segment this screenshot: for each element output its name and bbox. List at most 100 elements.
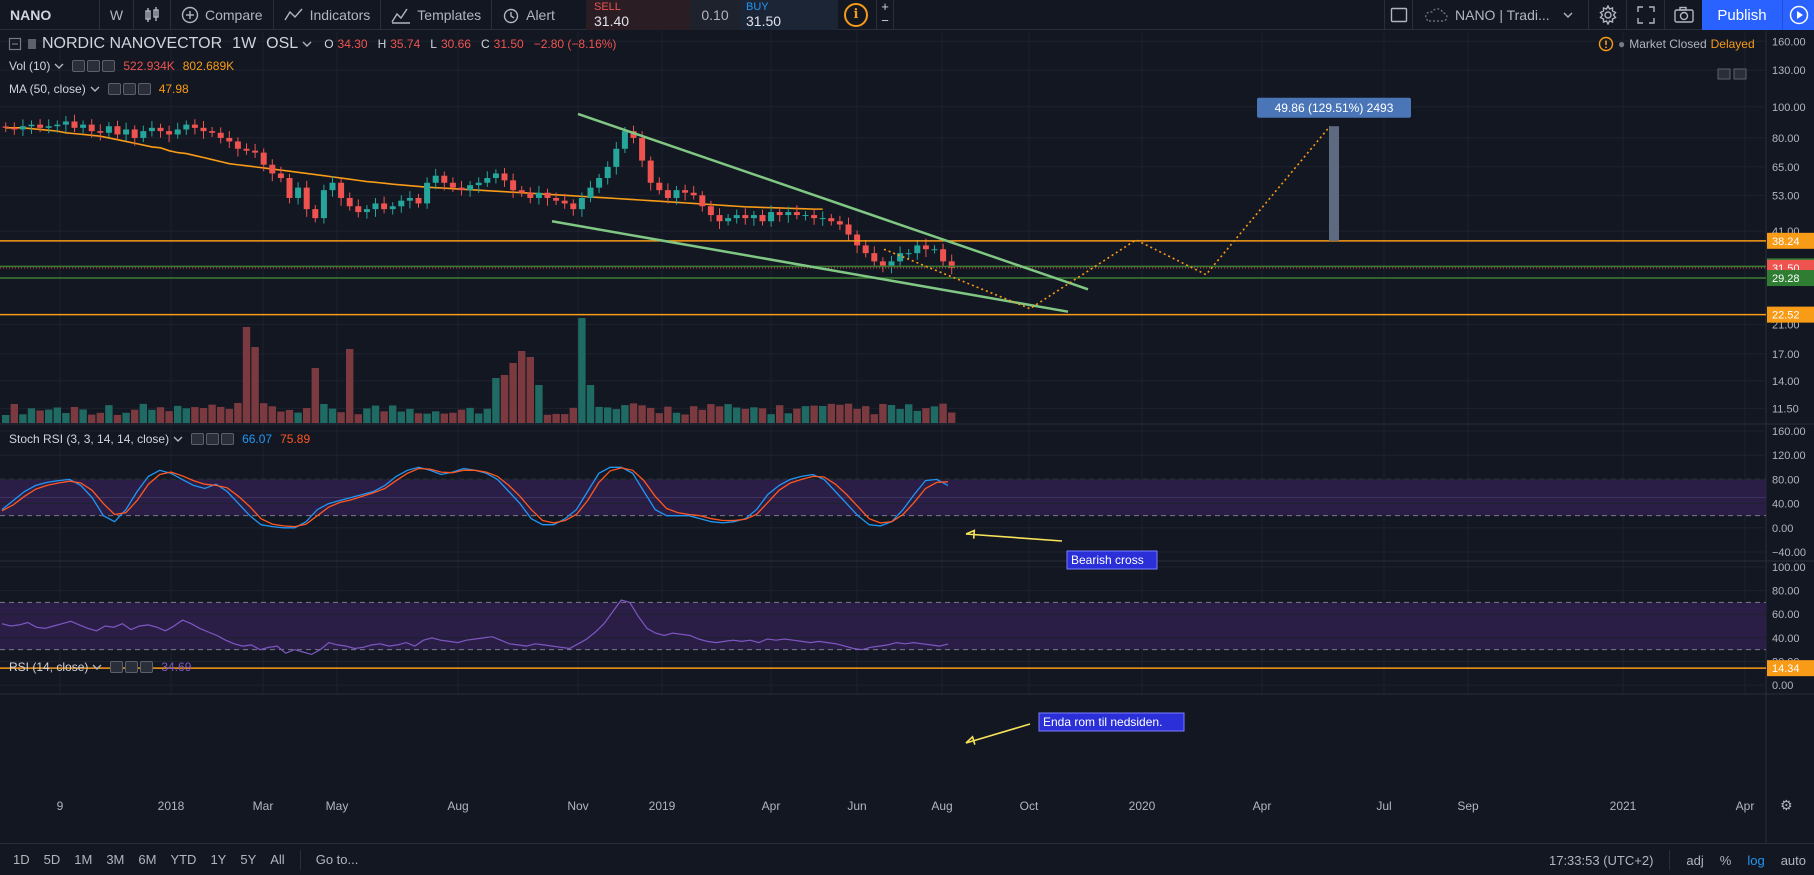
log-toggle[interactable]: log (1747, 852, 1765, 868)
range-3m[interactable]: 3M (106, 852, 125, 867)
close-icon[interactable] (137, 83, 151, 95)
price-tick-label: 53.00 (1772, 190, 1800, 202)
rsi-legend-buttons[interactable] (110, 661, 154, 673)
volume-bar (285, 409, 294, 423)
layout-select[interactable]: NANO | Tradi... (1412, 0, 1588, 30)
quantity-stepper[interactable]: + − (876, 0, 894, 30)
stoch-tick-label: 80.00 (1772, 474, 1800, 486)
stoch-legend-buttons[interactable] (191, 433, 235, 445)
candle-body (879, 261, 886, 266)
fullscreen-button[interactable] (1626, 0, 1664, 30)
candle-body (432, 175, 439, 183)
volume-bar (260, 403, 268, 423)
replay-button[interactable] (1782, 0, 1814, 30)
candle-body (381, 203, 388, 210)
range-all[interactable]: All (270, 852, 285, 867)
gear-icon[interactable] (87, 60, 101, 72)
candle-body (123, 129, 130, 135)
range-1d[interactable]: 1D (13, 852, 30, 867)
enda-label: Enda rom til nedsiden. (1043, 715, 1162, 729)
market-status[interactable]: ● Market Closed Delayed (1598, 36, 1755, 52)
range-1y[interactable]: 1Y (210, 852, 227, 867)
candle-body (295, 187, 302, 198)
chart-type-button[interactable] (134, 0, 171, 30)
volume-bar (939, 403, 947, 423)
candle-body (630, 131, 637, 138)
chevron-down-icon[interactable] (173, 435, 183, 443)
candle-body (716, 215, 723, 222)
rsi-legend[interactable]: RSI (14, close) 34.69 (9, 660, 191, 674)
candle-body (613, 148, 620, 167)
spread-value: 0.10 (690, 0, 740, 30)
range-ytd[interactable]: YTD (170, 852, 197, 867)
axis-settings-icon[interactable]: ⚙ (1780, 798, 1793, 814)
candle-body (424, 182, 431, 204)
eye-icon[interactable] (72, 60, 86, 72)
pane-maximize-icon[interactable] (1733, 68, 1747, 80)
candle-body (914, 245, 921, 254)
candle-body (277, 173, 284, 179)
price-axis-label-bg (1767, 270, 1814, 287)
adj-toggle[interactable]: adj (1686, 852, 1704, 868)
ma-legend-buttons[interactable] (107, 83, 151, 95)
goto-button[interactable]: Go to... (315, 852, 359, 867)
rsi-tick-label: 0.00 (1772, 680, 1793, 692)
range-1m[interactable]: 1M (74, 852, 93, 867)
plus-icon[interactable]: + (881, 0, 889, 14)
close-icon[interactable] (140, 661, 154, 673)
settings-button[interactable] (1588, 0, 1626, 30)
buy-button[interactable]: BUY 31.50 (740, 0, 838, 30)
symbol-search-button[interactable]: NANO (0, 0, 100, 30)
auto-toggle[interactable]: auto (1780, 852, 1806, 868)
candle-body (845, 224, 852, 235)
layout-name-label: NANO | Tradi... (1455, 7, 1550, 23)
eye-icon[interactable] (191, 433, 205, 445)
publish-button[interactable]: Publish (1702, 0, 1782, 30)
volume-bar (896, 409, 904, 423)
candle-body (785, 212, 792, 216)
range-5d[interactable]: 5D (43, 852, 61, 867)
clock[interactable]: 17:33:53 (UTC+2) (1548, 852, 1654, 868)
eye-icon[interactable] (110, 661, 124, 673)
volume-bar (612, 409, 620, 423)
expand-icon (1636, 6, 1655, 24)
interval-button[interactable]: W (100, 0, 134, 30)
range-5y[interactable]: 5Y (240, 852, 257, 867)
ma-legend[interactable]: MA (50, close) 47.98 (9, 82, 189, 96)
chart-svg[interactable]: 160.00130.00100.0080.0065.0053.0041.0021… (0, 31, 1814, 844)
gear-icon[interactable] (122, 83, 136, 95)
range-6m[interactable]: 6M (138, 852, 157, 867)
chevron-down-icon[interactable] (54, 62, 64, 70)
chevron-down-icon[interactable] (90, 85, 100, 93)
percent-toggle[interactable]: % (1719, 852, 1732, 868)
alert-button[interactable]: Alert (492, 0, 565, 30)
volume-bar (139, 403, 147, 423)
pane-collapse-icon[interactable] (1717, 68, 1731, 80)
volume-legend[interactable]: Vol (10) 522.934K 802.689K (9, 59, 234, 73)
snapshot-button[interactable] (1664, 0, 1702, 30)
fullscreen-layout-button[interactable] (1384, 0, 1412, 30)
close-icon[interactable] (102, 60, 116, 72)
eye-icon[interactable] (107, 83, 121, 95)
minus-icon[interactable]: − (881, 13, 889, 28)
flag-icon (28, 39, 36, 49)
volume-bar (62, 413, 70, 423)
chevron-down-icon[interactable] (302, 40, 312, 48)
templates-button[interactable]: Templates (381, 0, 493, 30)
stoch-rsi-legend[interactable]: Stoch RSI (3, 3, 14, 14, close) 66.07 75… (9, 432, 310, 446)
chevron-down-icon[interactable] (92, 663, 102, 671)
sell-button[interactable]: SELL 31.40 (586, 0, 690, 30)
close-icon[interactable] (221, 433, 235, 445)
candle-body (458, 187, 465, 191)
collapse-icon[interactable] (8, 37, 22, 51)
volume-bar (629, 403, 638, 423)
volume-legend-buttons[interactable] (72, 60, 116, 72)
compare-button[interactable]: Compare (171, 0, 274, 30)
chart-area[interactable]: 160.00 130.00 100.00 80.00 65.00 53.00 41.00 21… (0, 31, 1814, 844)
info-icon[interactable]: i (844, 3, 868, 27)
volume-bar (586, 385, 595, 423)
indicators-button[interactable]: Indicators (274, 0, 382, 30)
gear-icon[interactable] (206, 433, 220, 445)
gear-icon[interactable] (125, 661, 139, 673)
volume-bar (500, 375, 509, 423)
